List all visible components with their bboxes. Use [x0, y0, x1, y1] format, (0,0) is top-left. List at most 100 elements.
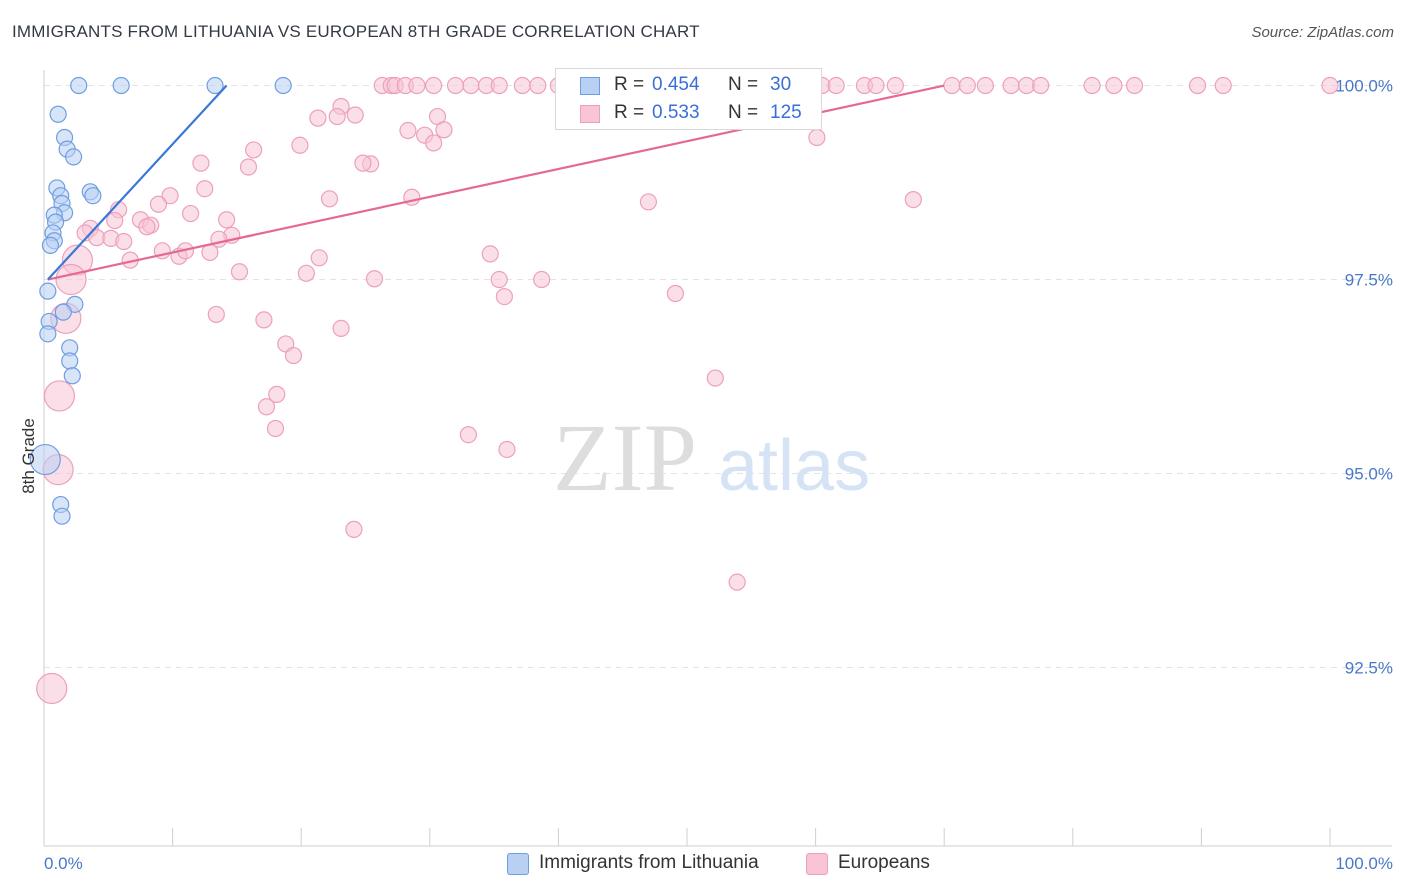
- lithuania-trend-line: [47, 84, 228, 281]
- x-tick-label-min: 0.0%: [44, 854, 83, 873]
- europeans-point: [1214, 76, 1232, 95]
- x-axis-ticks: [43, 828, 1331, 846]
- bottom-legend-swatch-blue: [507, 853, 529, 875]
- y-tick-label: 100.0%: [1335, 77, 1393, 96]
- gridlines: [44, 85, 1392, 669]
- lithuania-point: [84, 187, 102, 205]
- europeans-point: [462, 76, 480, 95]
- europeans-point: [666, 284, 685, 303]
- europeans-point: [345, 520, 363, 538]
- europeans-point: [207, 305, 225, 324]
- legend-r-label: R =: [614, 102, 645, 123]
- europeans-point: [230, 263, 249, 281]
- legend-swatch-blue: [580, 77, 600, 95]
- europeans-point: [425, 76, 443, 95]
- europeans-point: [958, 76, 976, 95]
- europeans-point: [498, 440, 516, 459]
- europeans-point: [481, 245, 499, 263]
- y-tick-label: 95.0%: [1345, 465, 1393, 484]
- legend-n-value-pink: 125: [770, 102, 802, 123]
- europeans-point: [239, 158, 258, 176]
- europeans-point: [976, 76, 994, 95]
- europeans-point: [706, 369, 724, 387]
- europeans-point: [408, 76, 426, 95]
- europeans-point: [346, 106, 364, 124]
- europeans-point: [320, 190, 339, 208]
- bottom-legend-swatch-pink: [806, 853, 828, 875]
- europeans-point: [106, 211, 124, 230]
- europeans-point: [1125, 76, 1144, 95]
- lithuania-point: [61, 352, 79, 370]
- lithuania-point: [70, 76, 88, 95]
- legend-n-value-blue: 30: [770, 74, 792, 95]
- lithuania-point: [63, 367, 81, 385]
- europeans-point: [425, 134, 443, 152]
- y-axis-label: 8th Grade: [19, 418, 38, 494]
- europeans-point: [1321, 76, 1339, 95]
- legend-row-europeans: R = 0.533 N = 125: [556, 100, 821, 128]
- lithuania-point: [39, 282, 57, 300]
- watermark-zip: ZIP: [553, 404, 697, 511]
- europeans-point: [192, 154, 210, 172]
- europeans-point: [365, 270, 384, 288]
- europeans-point: [115, 232, 133, 251]
- europeans-point: [728, 573, 746, 591]
- source-label: Source: ZipAtlas.com: [1251, 24, 1394, 41]
- europeans-point: [1002, 76, 1020, 95]
- europeans-point: [490, 76, 508, 95]
- lithuania-point: [54, 303, 72, 321]
- watermark-atlas: atlas: [718, 426, 870, 506]
- lithuania-point: [29, 443, 61, 476]
- bottom-legend-label-europeans: Europeans: [838, 852, 930, 873]
- europeans-point: [55, 263, 87, 296]
- europeans-point: [490, 270, 508, 289]
- europeans-point: [332, 319, 350, 338]
- europeans-point: [309, 109, 327, 127]
- europeans-point: [1083, 76, 1101, 95]
- europeans-point: [218, 211, 236, 229]
- legend-n-label: N =: [728, 74, 759, 95]
- legend-row-lithuania: R = 0.454 N = 30: [556, 72, 821, 100]
- europeans-point: [495, 287, 513, 306]
- lithuania-point: [64, 148, 83, 166]
- lithuania-point: [39, 325, 57, 343]
- europeans-point: [291, 136, 309, 154]
- watermark: ZIP atlas: [553, 404, 870, 511]
- europeans-point: [284, 346, 303, 365]
- europeans-point: [245, 141, 263, 159]
- europeans-point: [943, 76, 961, 95]
- europeans-point: [196, 180, 214, 198]
- lithuania-point: [53, 507, 71, 525]
- legend-r-value-pink: 0.533: [652, 102, 700, 123]
- europeans-point: [399, 121, 417, 140]
- europeans-point: [827, 76, 845, 95]
- europeans-points: [36, 76, 1339, 705]
- europeans-point: [435, 121, 453, 139]
- correlation-legend: R = 0.454 N = 30 R = 0.533 N = 125: [555, 68, 822, 130]
- europeans-point: [808, 128, 826, 147]
- europeans-point: [255, 311, 273, 329]
- lithuania-point: [274, 76, 292, 95]
- europeans-point: [1188, 76, 1207, 95]
- lithuania-point: [112, 76, 130, 95]
- europeans-point: [886, 76, 904, 95]
- europeans-point: [182, 204, 200, 223]
- europeans-point: [904, 190, 922, 209]
- lithuania-points: [29, 76, 292, 525]
- europeans-point: [1105, 76, 1123, 95]
- europeans-point: [138, 218, 156, 236]
- europeans-point: [529, 76, 547, 95]
- y-tick-label: 97.5%: [1345, 271, 1393, 290]
- lithuania-point: [49, 105, 67, 123]
- europeans-point: [1032, 76, 1050, 95]
- europeans-point: [257, 398, 276, 416]
- y-tick-labels: 92.5% 95.0% 97.5% 100.0%: [1335, 77, 1393, 678]
- europeans-point: [266, 419, 285, 438]
- europeans-point: [161, 187, 179, 205]
- x-tick-label-max: 100.0%: [1335, 854, 1393, 873]
- europeans-point: [297, 264, 315, 282]
- europeans-point: [268, 385, 286, 403]
- europeans-point: [459, 426, 477, 444]
- lithuania-point: [206, 76, 224, 95]
